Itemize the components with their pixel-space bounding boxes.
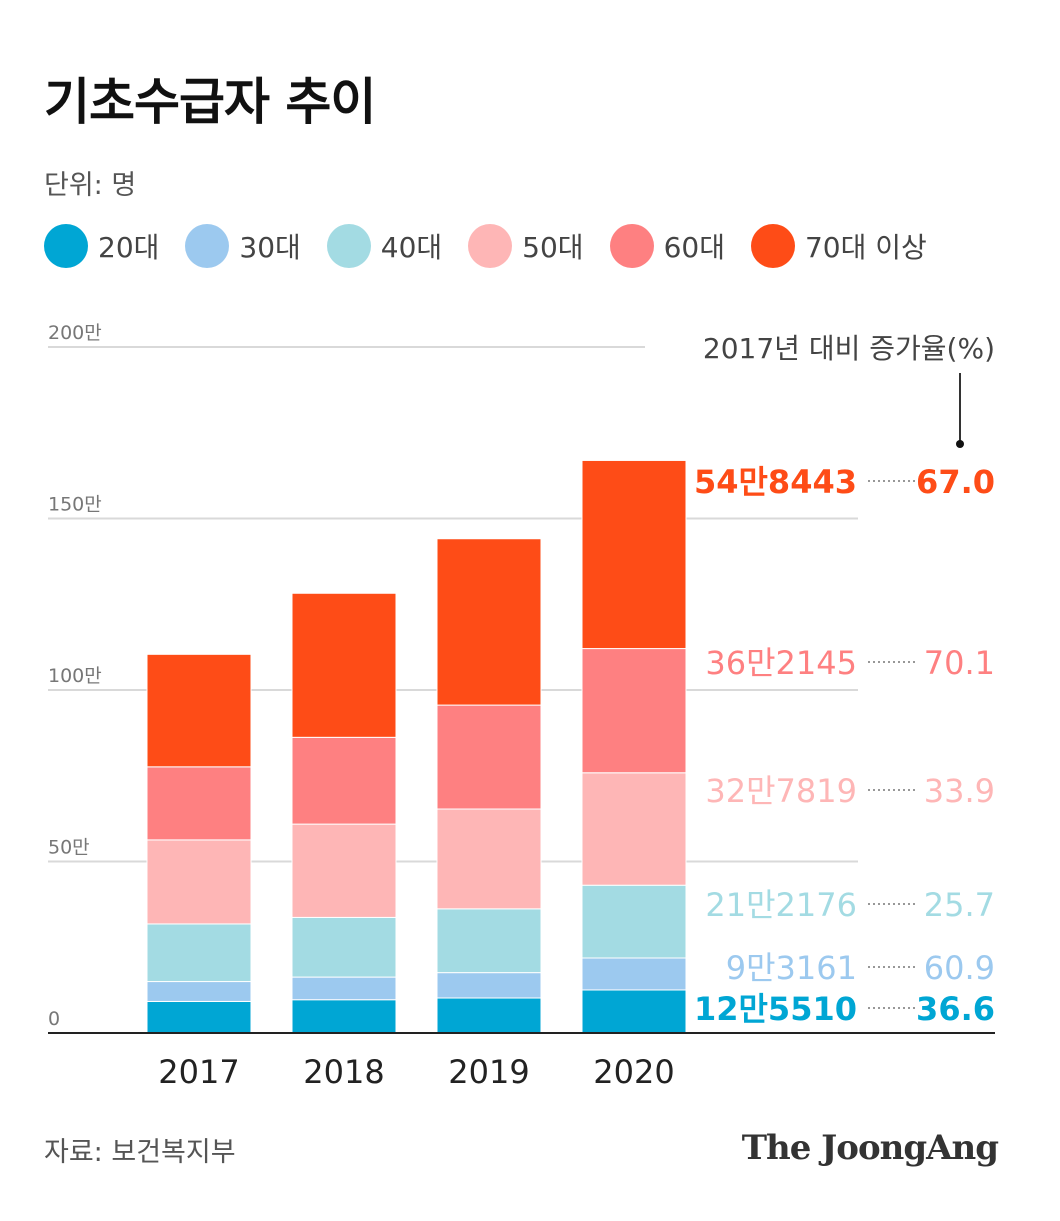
y-tick-label: 150만 [48,494,102,516]
value-label: 54만8443 [694,463,857,501]
legend-label: 50대 [522,231,584,264]
legend-item-30s: 30대 [185,224,301,268]
x-tick-label: 2018 [303,1053,384,1091]
bar-segment [291,736,397,825]
legend-swatch [609,224,654,268]
x-tick-label: 2020 [593,1053,674,1091]
bar-segment [581,957,687,991]
page-title: 기초수급자 추이 [44,73,376,131]
bar-segment [436,972,542,999]
bar-segment [581,772,687,886]
y-tick-label: 50만 [48,837,90,859]
bar-segment [581,648,687,774]
legend-item-40s: 40대 [326,224,443,268]
growth-label: 33.9 [924,772,995,810]
growth-label: 70.1 [924,644,995,682]
y-tick-label: 200만 [48,322,102,344]
legend: 20대 30대 40대 50대 60대 70대 이상 [44,224,953,268]
bar-segment [291,976,397,1001]
y-tick-label: 100만 [48,665,102,687]
growth-label: 67.0 [916,463,995,501]
bar-segment [291,823,397,918]
legend-item-50s: 50대 [468,224,584,268]
legend-swatch [468,224,513,268]
bar-segment [581,989,687,1034]
legend-swatch [750,224,795,268]
bar-segment [436,908,542,974]
bar-segment [291,999,397,1034]
growth-label: 25.7 [924,886,995,924]
legend-item-70s-plus: 70대 이상 [750,224,927,268]
bar-segment [291,916,397,978]
legend-swatch [44,224,88,268]
legend-swatch [185,224,230,268]
growth-label: 36.6 [916,990,995,1028]
legend-swatch [326,224,371,268]
bar-segment [436,704,542,810]
bar-segment [146,653,252,768]
growth-label: 60.9 [924,949,995,987]
bar-segment [581,884,687,959]
bar-segment [581,459,687,650]
y-tick-label: 0 [48,1008,60,1030]
legend-item-20s: 20대 [44,224,159,268]
value-label: 32만7819 [705,772,857,810]
legend-label: 40대 [380,231,443,264]
value-label: 9만3161 [726,949,857,987]
x-tick-label: 2017 [158,1053,239,1091]
growth-header: 2017년 대비 증가율(%) [703,332,995,365]
bar-segment [146,981,252,1002]
bar-segment [146,839,252,925]
legend-label: 70대 이상 [804,231,927,264]
legend-label: 60대 [663,231,725,264]
bar-segment [146,766,252,841]
legend-label: 20대 [98,231,160,264]
bar-segment [436,997,542,1034]
bar-segment [436,808,542,910]
bar-segment [436,538,542,706]
value-label: 36만2145 [705,644,857,682]
value-label: 12만5510 [694,990,857,1028]
value-label: 21만2176 [705,886,857,924]
brand-logo: The JoongAng [741,1128,999,1168]
bar-segment [146,923,252,983]
x-tick-label: 2019 [448,1053,529,1091]
source-note: 자료: 보건복지부 [44,1137,236,1168]
growth-pointer-dot [956,440,964,448]
bar-segment [291,592,397,738]
legend-label: 30대 [239,231,301,264]
bar-segment [146,1000,252,1034]
unit-label: 단위: 명 [44,170,137,201]
legend-item-60s: 60대 [609,224,725,268]
